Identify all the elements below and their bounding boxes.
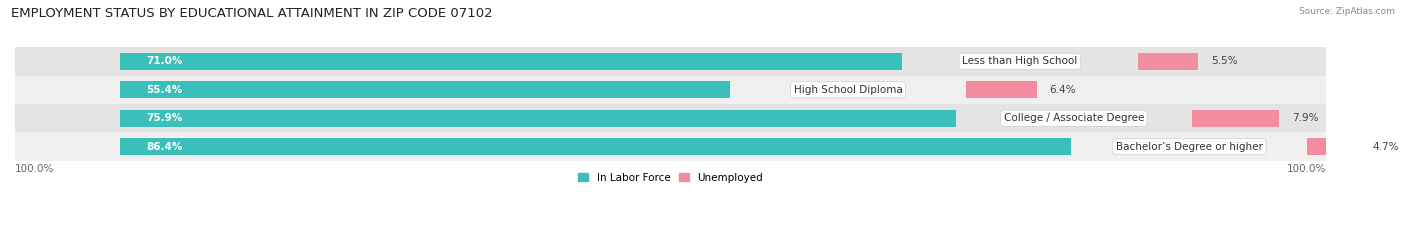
Bar bbox=[966, 81, 1036, 98]
Text: 55.4%: 55.4% bbox=[146, 85, 183, 95]
Bar bbox=[15, 132, 1326, 161]
Bar bbox=[120, 81, 730, 98]
Text: Bachelor’s Degree or higher: Bachelor’s Degree or higher bbox=[1116, 142, 1263, 152]
Text: 5.5%: 5.5% bbox=[1212, 56, 1239, 66]
Bar bbox=[1308, 138, 1360, 155]
Text: 71.0%: 71.0% bbox=[146, 56, 183, 66]
Text: 100.0%: 100.0% bbox=[15, 164, 55, 174]
Bar bbox=[120, 53, 901, 70]
Text: 7.9%: 7.9% bbox=[1292, 113, 1319, 123]
Text: 6.4%: 6.4% bbox=[1050, 85, 1076, 95]
Bar bbox=[15, 76, 1326, 104]
Bar bbox=[1137, 53, 1198, 70]
Bar bbox=[1192, 110, 1279, 127]
Text: 75.9%: 75.9% bbox=[146, 113, 183, 123]
Bar bbox=[15, 104, 1326, 132]
Bar bbox=[120, 110, 956, 127]
Text: High School Diploma: High School Diploma bbox=[793, 85, 903, 95]
Text: EMPLOYMENT STATUS BY EDUCATIONAL ATTAINMENT IN ZIP CODE 07102: EMPLOYMENT STATUS BY EDUCATIONAL ATTAINM… bbox=[11, 7, 494, 20]
Text: 4.7%: 4.7% bbox=[1372, 142, 1399, 152]
Bar bbox=[120, 138, 1071, 155]
Text: 100.0%: 100.0% bbox=[1286, 164, 1326, 174]
Legend: In Labor Force, Unemployed: In Labor Force, Unemployed bbox=[574, 168, 768, 187]
Text: 86.4%: 86.4% bbox=[146, 142, 183, 152]
Text: Less than High School: Less than High School bbox=[962, 56, 1077, 66]
Bar bbox=[15, 47, 1326, 76]
Text: College / Associate Degree: College / Associate Degree bbox=[1004, 113, 1144, 123]
Text: Source: ZipAtlas.com: Source: ZipAtlas.com bbox=[1299, 7, 1395, 16]
